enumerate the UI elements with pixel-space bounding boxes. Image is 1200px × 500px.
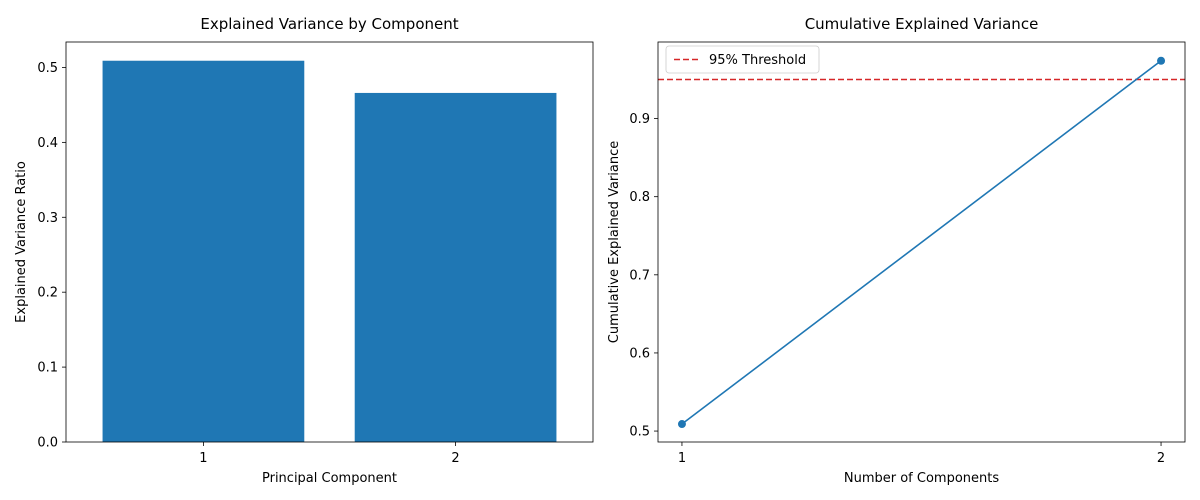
right-y-axis-label: Cumulative Explained Variance [607,141,622,343]
bar-component-2 [354,92,557,442]
left-axes-frame [65,41,594,443]
left-ytick-label: 0.1 [37,361,58,376]
right-ytick-label: 0.5 [629,425,650,440]
bar-component-1 [102,60,305,442]
cumulative-point-1 [677,420,686,429]
left-ytick-label: 0.4 [37,136,58,151]
left-ytick-label: 0.2 [37,286,58,301]
left-ytick-label: 0.5 [37,61,58,76]
cumulative-variance-line [681,60,1162,425]
right-xtick-label: 1 [678,451,686,466]
left-y-axis-label: Explained Variance Ratio [14,161,29,323]
left-xtick-label: 1 [199,451,207,466]
right-chart-title: Cumulative Explained Variance [805,15,1039,33]
left-ytick-label: 0.3 [37,211,58,226]
left-chart-title: Explained Variance by Component [200,15,458,33]
left-xtick-label: 2 [451,451,459,466]
right-ytick-label: 0.8 [629,190,650,205]
right-ytick-label: 0.7 [629,268,650,283]
legend-box [665,45,820,74]
left-x-axis-label: Principal Component [262,471,397,486]
right-ytick-label: 0.6 [629,346,650,361]
right-x-axis-label: Number of Components [844,471,999,486]
legend-threshold-label: 95% Threshold [709,53,806,68]
right-ytick-label: 0.9 [629,112,650,127]
left-ytick-label: 0.0 [37,436,58,451]
right-xtick-label: 2 [1157,451,1165,466]
cumulative-point-2 [1157,56,1166,65]
right-axes-frame [657,41,1186,443]
